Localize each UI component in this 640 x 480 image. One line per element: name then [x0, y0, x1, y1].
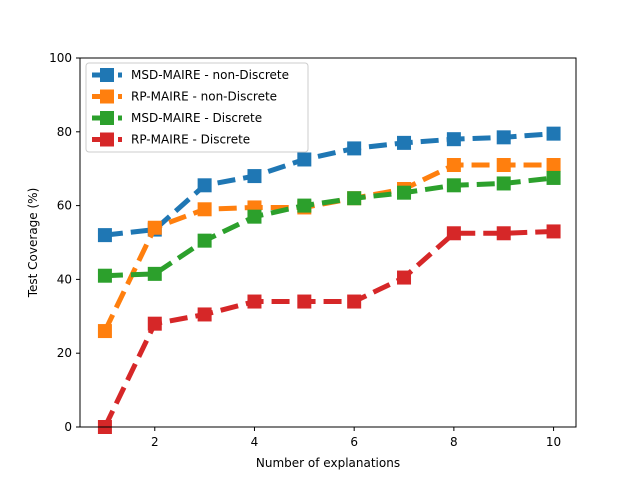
data-point	[247, 294, 262, 309]
legend-label: RP-MAIRE - Discrete	[131, 133, 250, 147]
y-axis: 0 20 40 60 80 100	[49, 51, 80, 434]
plot-frame	[79, 57, 577, 428]
y-tick-label: 100	[49, 51, 72, 65]
data-point	[347, 191, 362, 206]
legend-marker	[100, 132, 114, 147]
x-axis-label: Number of explanations	[256, 456, 400, 470]
x-tick-label: 10	[546, 435, 561, 449]
x-tick-label: 6	[350, 435, 358, 449]
legend-entry: MSD-MAIRE - Discrete	[92, 111, 262, 125]
legend-label: MSD-MAIRE - non-Discrete	[131, 68, 289, 82]
data-point	[197, 202, 212, 217]
legend-marker	[100, 68, 114, 82]
data-point	[397, 270, 412, 285]
data-point	[446, 178, 461, 193]
data-point	[496, 130, 511, 145]
x-tick-label: 2	[151, 435, 159, 449]
legend-label: RP-MAIRE - non-Discrete	[131, 90, 277, 104]
data-point	[97, 324, 112, 339]
data-point	[496, 226, 511, 241]
data-point	[397, 185, 412, 200]
legend-frame	[85, 62, 309, 153]
data-point	[247, 209, 262, 224]
y-tick-label: 40	[57, 272, 72, 286]
series-line	[104, 131, 554, 238]
legend-entry: MSD-MAIRE - non-Discrete	[92, 68, 289, 82]
data-point	[496, 158, 511, 173]
y-tick-label: 0	[64, 420, 72, 434]
legend-entry: RP-MAIRE - non-Discrete	[92, 89, 277, 104]
data-point	[546, 224, 561, 239]
data-point	[446, 158, 461, 173]
y-tick-label: 60	[57, 199, 72, 213]
data-point	[97, 268, 112, 283]
y-tick-label: 80	[57, 125, 72, 139]
legend-entry: RP-MAIRE - Discrete	[92, 132, 250, 147]
data-point	[97, 228, 112, 243]
legend-marker	[100, 111, 114, 125]
series-line	[104, 175, 554, 279]
data-point	[147, 316, 162, 331]
data-point	[397, 135, 412, 150]
data-point	[297, 198, 312, 213]
legend: MSD-MAIRE - non-Discrete RP-MAIRE - non-D…	[85, 62, 309, 153]
data-point	[197, 233, 212, 248]
data-point	[147, 266, 162, 281]
data-point	[297, 294, 312, 309]
data-point	[247, 169, 262, 184]
data-point	[347, 294, 362, 309]
data-point	[197, 178, 212, 193]
series-3	[97, 170, 561, 283]
x-axis: 2 4 6 8 10	[151, 427, 561, 449]
data-point	[496, 176, 511, 191]
series-4	[97, 224, 561, 434]
data-point	[546, 170, 561, 185]
data-point	[546, 158, 561, 173]
data-point	[297, 152, 312, 167]
data-point	[546, 126, 561, 141]
data-point	[147, 220, 162, 235]
x-tick-label: 8	[450, 435, 458, 449]
series-line	[102, 228, 554, 429]
x-tick-label: 4	[251, 435, 259, 449]
legend-label: MSD-MAIRE - Discrete	[131, 111, 262, 125]
y-tick-label: 20	[57, 346, 72, 360]
data-point	[347, 141, 362, 156]
legend-marker	[100, 89, 114, 104]
y-axis-label: Test Coverage (%)	[26, 188, 40, 299]
series-1	[97, 126, 561, 243]
data-point	[446, 132, 461, 147]
series-layer	[97, 126, 561, 434]
data-point	[197, 307, 212, 322]
data-point	[446, 226, 461, 241]
